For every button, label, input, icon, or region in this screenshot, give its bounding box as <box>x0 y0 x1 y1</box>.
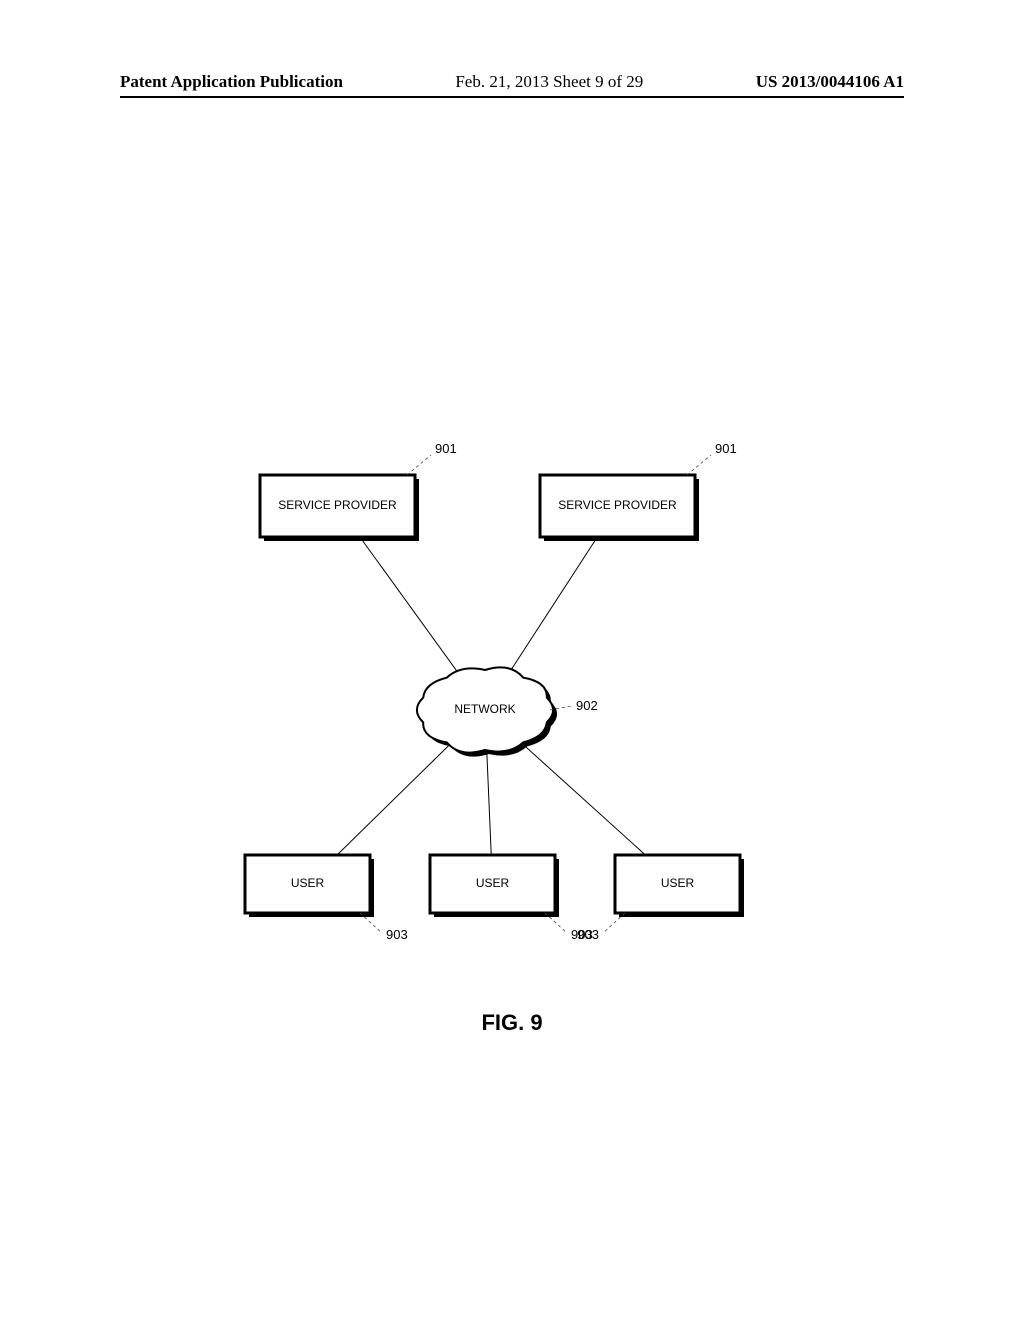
network-diagram: SERVICE PROVIDER 901 SERVICE PROVIDER 901 NE… <box>0 0 1024 1320</box>
sp_left-label: SERVICE PROVIDER <box>278 498 397 512</box>
user_2-label: USER <box>476 876 510 890</box>
patent-page: Patent Application Publication Feb. 21, … <box>0 0 1024 1320</box>
sp_right-ref: 901 <box>715 441 737 456</box>
edge <box>509 537 597 673</box>
sp_left-leader <box>407 455 431 475</box>
edge <box>337 744 450 855</box>
network-ref: 902 <box>576 698 598 713</box>
user_3-label: USER <box>661 876 695 890</box>
edge <box>522 743 646 855</box>
edge <box>360 537 459 673</box>
user_1-ref: 903 <box>386 927 408 942</box>
nodes-group: SERVICE PROVIDER 901 SERVICE PROVIDER 901 NE… <box>245 441 744 942</box>
sp_left-ref: 901 <box>435 441 457 456</box>
user_1-label: USER <box>291 876 325 890</box>
sp_right-label: SERVICE PROVIDER <box>558 498 677 512</box>
network-label: NETWORK <box>454 702 515 716</box>
sp_right-leader <box>687 455 711 475</box>
figure-caption: FIG. 9 <box>0 1010 1024 1036</box>
user_3-ref: 903 <box>577 927 599 942</box>
edge <box>487 750 492 855</box>
